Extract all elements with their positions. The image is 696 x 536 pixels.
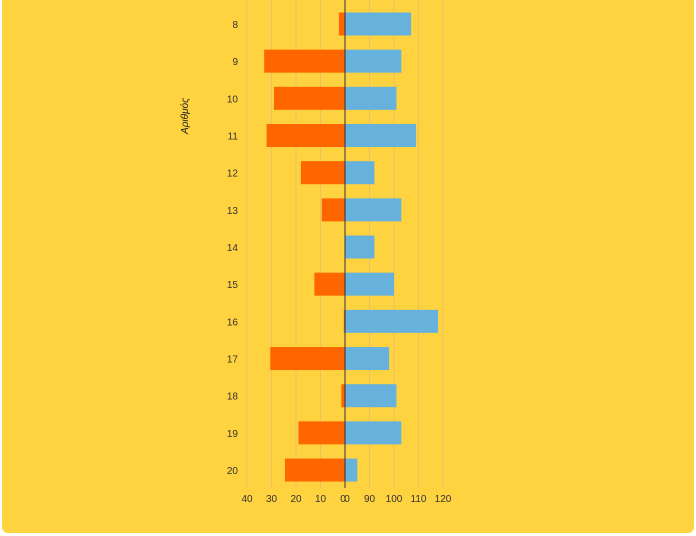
bar-right-9	[345, 49, 402, 73]
x-right-tick-label: 110	[411, 494, 427, 505]
bar-right-17	[345, 347, 390, 371]
x-right-tick-label: 120	[435, 494, 452, 505]
bar-right-13	[345, 198, 402, 222]
category-label: 11	[228, 132, 239, 143]
x-left-tick-label: 10	[315, 494, 327, 505]
category-label: 12	[227, 169, 239, 180]
bar-right-19	[345, 421, 402, 445]
bar-right-10	[345, 86, 397, 110]
category-label: 8	[232, 20, 238, 31]
bar-left-9	[264, 49, 345, 73]
x-left-tick-label: 20	[290, 494, 302, 505]
bar-left-10	[273, 86, 345, 110]
category-label: 17	[227, 355, 239, 366]
bar-left-19	[298, 421, 345, 445]
bar-left-16	[343, 309, 345, 333]
bar-left-12	[300, 161, 345, 185]
category-label: 20	[227, 466, 239, 477]
x-right-tick-label: 90	[364, 494, 376, 505]
bar-right-18	[345, 384, 397, 408]
bar-right-12	[345, 161, 375, 185]
category-label: 13	[227, 206, 239, 217]
bar-right-8	[345, 12, 412, 36]
bar-left-11	[266, 124, 345, 148]
bar-left-15	[314, 272, 345, 296]
category-label: 18	[227, 392, 239, 403]
category-labels: 8 9 10 11 12 13 14 15 16 17 18 19 20	[227, 20, 239, 477]
category-label: 14	[227, 243, 239, 254]
bars	[264, 12, 439, 482]
y-axis-label: Αριθμός	[179, 98, 191, 135]
bar-right-14	[345, 235, 375, 259]
bar-left-13	[321, 198, 345, 222]
x-tick-labels: 40 30 20 10 00 90 100 110 120	[241, 494, 451, 505]
x-left-tick-label: 0	[340, 494, 346, 505]
x-left-tick-label: 40	[241, 494, 253, 505]
bar-left-20	[284, 458, 345, 482]
bar-right-11	[345, 124, 417, 148]
x-left-tick-label: 30	[266, 494, 278, 505]
category-label: 10	[227, 94, 239, 105]
category-label: 16	[227, 317, 239, 328]
bar-right-16	[345, 309, 439, 333]
category-label: 15	[227, 280, 239, 291]
bar-left-8	[338, 12, 345, 36]
x-right-tick-label: 100	[386, 494, 403, 505]
bar-left-18	[341, 384, 345, 408]
x-right-tick-label: 0	[344, 494, 350, 505]
bar-right-20	[345, 458, 358, 482]
category-label: 19	[227, 429, 239, 440]
bar-right-15	[345, 272, 394, 296]
bar-left-17	[270, 347, 345, 371]
category-label: 9	[232, 57, 238, 68]
